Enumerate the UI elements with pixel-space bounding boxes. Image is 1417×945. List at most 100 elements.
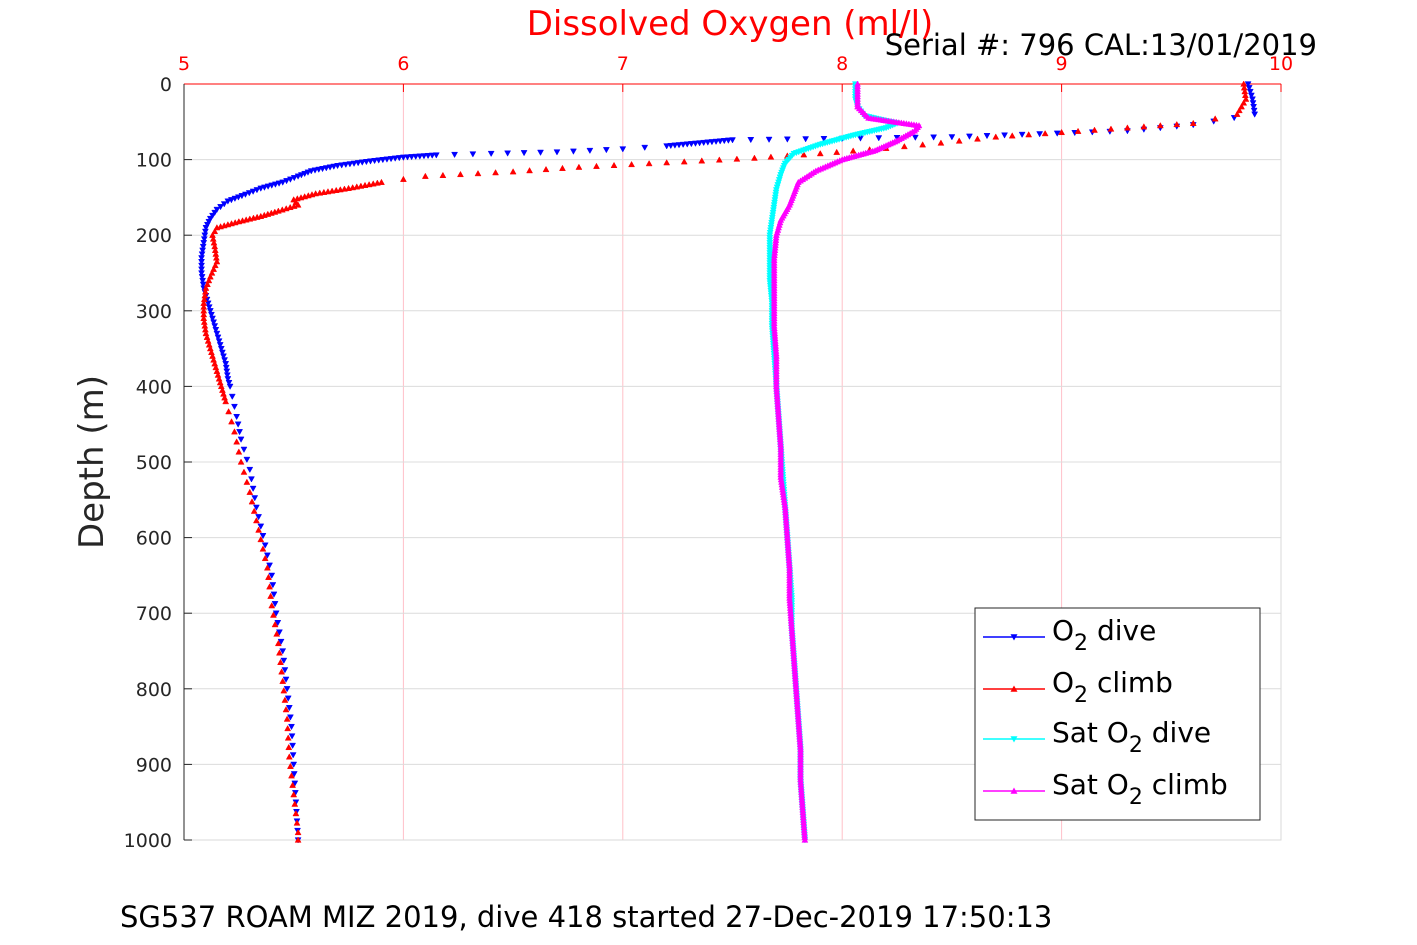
data-point [1249,96,1256,103]
legend-label: O2 climb [1052,666,1173,708]
data-point [320,188,328,195]
data-point [205,304,213,311]
data-point [1091,126,1098,133]
data-point [1018,131,1026,139]
data-point [520,150,528,157]
y-tick-label: 100 [136,150,172,172]
data-point [288,723,295,731]
data-point [919,141,927,148]
data-point [336,186,344,193]
data-point [283,715,291,722]
data-point [215,338,223,345]
data-point [487,150,495,158]
data-point [198,266,205,273]
chart-title: Dissolved Oxygen (ml/l) [527,4,934,44]
data-point [1189,119,1197,126]
data-point [290,761,298,768]
data-point [267,592,275,599]
data-point [297,194,305,201]
data-point [328,187,336,194]
y-axis-label: Depth (m) [72,375,112,549]
data-point [974,135,981,142]
data-point [277,658,284,665]
data-point [213,224,221,231]
data-point [1058,128,1066,136]
data-point [361,181,369,188]
data-point [663,143,671,150]
data-point [1036,131,1044,138]
legend: O2 dive O2 climb Sat O2 dive Sat O2 climb [974,607,1261,821]
data-point [290,771,298,778]
y-tick-label: 900 [136,754,172,776]
data-point [198,259,205,266]
legend-label: O2 dive [1052,614,1156,656]
data-point [252,504,260,511]
data-point [265,573,272,580]
data-point [293,819,301,826]
data-point [292,810,300,817]
data-point [294,828,302,836]
data-point [553,149,561,156]
data-point [948,134,956,141]
y-tick-label: 800 [136,679,172,701]
data-point [289,742,297,750]
data-point [280,687,288,694]
data-point [357,182,365,189]
data-point [286,714,294,721]
legend-swatch-marker [1010,736,1018,743]
data-point [236,429,244,436]
data-point [474,169,482,177]
data-point [198,255,205,262]
data-point [1041,130,1049,137]
data-point [263,564,271,571]
data-point [276,629,283,636]
series-o2-climb [200,80,1250,843]
data-point [202,224,210,232]
data-point [911,134,919,141]
data-point [983,133,991,140]
data-point [308,191,316,198]
data-point [284,695,292,702]
data-point [593,162,600,169]
data-point [291,800,299,807]
data-point [1001,132,1008,139]
legend-swatch-marker [1010,685,1018,692]
data-point [833,148,841,155]
data-point [228,418,235,425]
data-point [218,349,226,356]
data-point [751,154,758,161]
data-point [257,535,265,543]
legend-swatch-marker [1010,634,1018,641]
data-point [955,137,963,144]
data-point [1025,131,1033,138]
data-point [1247,92,1255,99]
data-point [439,171,447,178]
data-point [233,438,241,445]
data-point [1250,107,1258,114]
data-point [263,552,271,559]
data-series [198,80,1259,844]
data-point [469,151,477,158]
data-point [399,175,407,182]
legend-label: Sat O2 climb [1052,768,1228,810]
data-point [220,222,228,229]
data-point [211,323,219,330]
data-point [257,212,265,219]
data-point [246,488,254,495]
data-point [251,495,259,502]
data-point [279,648,287,655]
y-tick-label: 400 [136,376,172,398]
data-point [250,214,257,221]
data-point [278,668,286,675]
data-point [198,270,205,277]
data-point [765,136,773,143]
data-point [285,753,293,760]
data-point [820,136,828,143]
data-point [332,186,340,193]
data-point [225,408,233,415]
data-point [290,202,298,209]
data-point [875,135,883,142]
data-point [284,734,292,741]
data-point [214,334,222,341]
data-point [208,311,215,319]
